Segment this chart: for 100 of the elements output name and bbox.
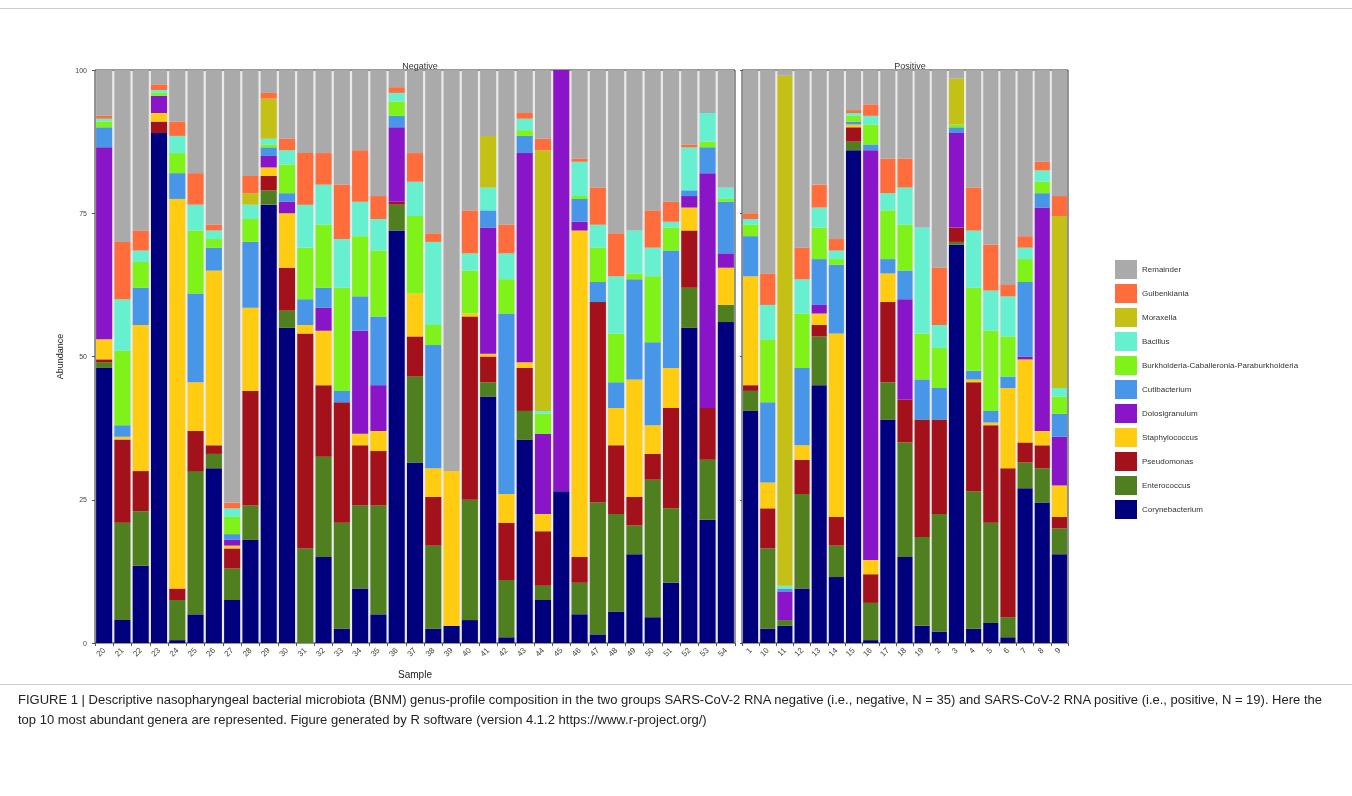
bar — [644, 70, 661, 211]
x-tick-label: 18 — [895, 645, 909, 659]
bar — [880, 382, 896, 420]
bar — [571, 196, 588, 199]
bar — [1051, 516, 1067, 529]
bar — [516, 153, 533, 363]
bar — [717, 304, 734, 323]
bar — [1000, 388, 1016, 469]
bar — [169, 70, 186, 122]
bar — [1017, 70, 1033, 237]
bar — [315, 307, 332, 331]
bar — [114, 70, 131, 242]
bar — [794, 588, 810, 643]
bar — [1051, 554, 1067, 643]
bar — [983, 70, 999, 245]
bar — [1000, 376, 1016, 389]
bar — [132, 250, 149, 262]
bar — [626, 230, 643, 274]
legend-label: Burkholderia-Caballeronia-Paraburkholderia — [1142, 361, 1299, 370]
bar — [983, 622, 999, 643]
bar — [150, 121, 168, 134]
bar — [811, 227, 827, 260]
x-tick-label: 1 — [744, 645, 755, 656]
bar — [589, 282, 606, 303]
bar — [699, 408, 716, 460]
bar — [948, 127, 965, 134]
bar — [589, 634, 606, 643]
x-tick-label: 12 — [792, 645, 806, 659]
bar — [897, 70, 913, 159]
bar — [224, 568, 241, 601]
x-tick-label: 48 — [606, 645, 620, 659]
x-tick-label: 38 — [423, 645, 437, 659]
bar — [662, 250, 680, 368]
x-tick-label: 51 — [661, 645, 675, 659]
bar — [480, 356, 497, 383]
bar — [571, 582, 588, 615]
bar — [777, 75, 793, 586]
bar — [571, 158, 588, 162]
legend-label: Corynebacterium — [1142, 505, 1204, 514]
bar — [743, 385, 759, 391]
bar — [333, 184, 350, 240]
bar — [571, 198, 588, 222]
bar — [699, 459, 716, 520]
bar — [297, 548, 314, 643]
bar — [571, 557, 588, 583]
bar — [370, 196, 387, 219]
bar — [224, 534, 241, 540]
x-tick-label: 26 — [204, 645, 218, 659]
bar — [187, 173, 204, 205]
bar — [187, 471, 204, 615]
bar — [608, 445, 625, 515]
bar — [811, 324, 827, 337]
bar — [242, 204, 259, 219]
bar — [406, 181, 424, 217]
x-tick-label: 52 — [679, 645, 693, 659]
bar — [187, 293, 204, 383]
bar — [681, 287, 698, 328]
bar — [914, 333, 930, 380]
bar — [948, 70, 965, 79]
bar — [205, 468, 222, 643]
legend-label: Staphylococcus — [1142, 433, 1199, 442]
bar — [626, 70, 643, 231]
bar — [966, 187, 982, 231]
bar — [589, 224, 606, 248]
bar — [845, 141, 862, 151]
bar — [187, 614, 204, 643]
x-tick-label: 23 — [149, 645, 163, 659]
bar — [1017, 259, 1033, 283]
bar — [352, 201, 369, 237]
bar — [114, 439, 131, 523]
bar — [425, 345, 442, 469]
bar — [880, 193, 896, 211]
bar — [966, 230, 982, 288]
bar — [828, 545, 844, 578]
bar — [948, 133, 965, 228]
bar — [608, 70, 625, 234]
bar — [516, 362, 533, 368]
bar — [760, 402, 776, 483]
bar — [169, 588, 186, 601]
bar — [114, 350, 131, 426]
bar — [931, 631, 947, 643]
bar — [760, 70, 776, 274]
bar — [1000, 70, 1016, 285]
y-axis-title: Abundance — [54, 333, 65, 380]
chart-title: Positive — [894, 60, 926, 71]
bar — [863, 115, 879, 125]
bar — [811, 207, 827, 228]
bar — [516, 439, 533, 643]
bar — [863, 602, 879, 641]
bar — [352, 433, 369, 446]
bar — [880, 259, 896, 274]
bar — [278, 150, 296, 165]
bar — [1000, 296, 1016, 337]
x-tick-label: 10 — [758, 645, 772, 659]
bar — [425, 324, 442, 346]
bar — [681, 196, 698, 208]
bar — [96, 127, 113, 148]
bar — [1034, 70, 1050, 162]
bar — [388, 230, 405, 643]
x-tick-label: 47 — [588, 645, 602, 659]
